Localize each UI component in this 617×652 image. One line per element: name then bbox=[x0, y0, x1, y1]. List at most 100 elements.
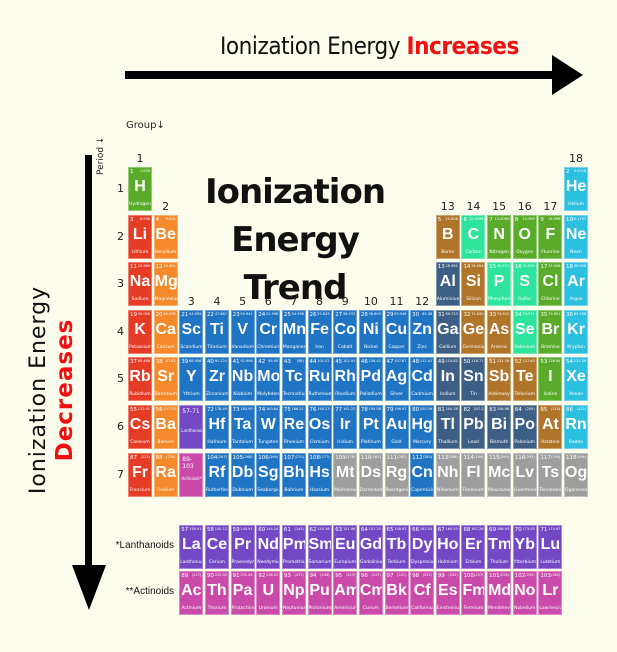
element-name: Berkelium bbox=[385, 606, 409, 611]
atomic-number: 39 bbox=[181, 359, 189, 366]
element-name: Lanthanum bbox=[180, 560, 202, 565]
atomic-number: 95 bbox=[335, 573, 343, 579]
element-symbol: La bbox=[181, 536, 201, 553]
group-number-13: 13 bbox=[440, 199, 455, 213]
element-cell-am: 95(243) Am Americium bbox=[333, 571, 358, 615]
element-symbol: Zr bbox=[208, 368, 225, 386]
element-symbol: W bbox=[260, 416, 276, 433]
element-symbol: C bbox=[467, 225, 480, 243]
element-name: Thallium bbox=[438, 440, 458, 445]
atomic-mass: 28.084 bbox=[471, 264, 484, 269]
element-cell-ra: 88 (226) Ra Radium bbox=[153, 452, 178, 497]
atomic-number: 96 bbox=[360, 573, 368, 579]
element-symbol: Rg bbox=[385, 463, 408, 481]
element-cell-cs: 55 132.91 Cs Caesium bbox=[128, 405, 152, 449]
atomic-mass: 51.996 bbox=[266, 311, 279, 316]
atomic-number: 62 bbox=[309, 527, 317, 533]
atomic-number: 34 bbox=[514, 311, 522, 318]
element-symbol: Pa bbox=[232, 582, 253, 599]
element-name: Arsenic bbox=[490, 344, 508, 350]
atomic-number: 46 bbox=[360, 359, 368, 366]
element-cell-be: 4 9.012 Be Beryllium bbox=[153, 214, 178, 259]
period-number-6: 6 bbox=[117, 420, 124, 433]
element-symbol: Md bbox=[488, 582, 512, 599]
atomic-mass: (286) bbox=[448, 454, 458, 459]
element-name: Niobium bbox=[233, 392, 252, 398]
atomic-mass: 58.693 bbox=[368, 311, 381, 316]
element-cell-tc: 43 (98) Tc Technetium bbox=[281, 357, 306, 402]
element-name: Dubnium bbox=[232, 487, 253, 493]
element-cell-sg: 106(269) Sg Seaborgium bbox=[256, 452, 281, 497]
atomic-number: 40 bbox=[206, 359, 214, 366]
atomic-number: 23 bbox=[232, 311, 240, 318]
atomic-mass: 83.798 bbox=[573, 311, 587, 316]
group-number-1: 1 bbox=[136, 152, 144, 165]
atomic-mass: (227) bbox=[191, 573, 202, 577]
element-cell-lr: 103(262) Lr Lawrencium bbox=[538, 571, 563, 615]
atomic-number: 10 bbox=[566, 216, 574, 223]
element-cell-ts: 117 (294) Ts Tennessine bbox=[538, 452, 563, 497]
element-symbol: At bbox=[541, 416, 559, 433]
lanthanoids-label: *Lanthanoids bbox=[115, 540, 174, 551]
element-cell-mc: 115 (290) Mc Moscovium bbox=[487, 452, 512, 497]
title-line1: Ionization bbox=[204, 172, 386, 212]
atomic-mass: 140.12 bbox=[214, 527, 227, 531]
element-name: Sodium bbox=[131, 297, 149, 303]
element-cell-ru: 44 101.07 Ru Ruthenium bbox=[307, 357, 332, 402]
element-name: Oxygen bbox=[516, 249, 534, 255]
element-name: Mercury bbox=[413, 440, 432, 445]
element-symbol: Co bbox=[334, 320, 356, 338]
element-name: Plutonium bbox=[308, 606, 332, 611]
atomic-mass: 238.03 bbox=[266, 573, 279, 577]
element-cell-sb: 51 121.76 Sb Antimony bbox=[487, 357, 512, 402]
element-name: Uranium bbox=[258, 606, 278, 611]
element-symbol: Rh bbox=[334, 368, 356, 386]
atomic-number: 93 bbox=[283, 573, 291, 579]
atomic-number: 1 bbox=[130, 169, 134, 175]
element-symbol: Nb bbox=[231, 368, 254, 386]
element-name: Beryllium bbox=[154, 249, 177, 255]
element-symbol: Ge bbox=[462, 320, 485, 338]
atomic-number: 79 bbox=[386, 407, 394, 413]
element-symbol: Br bbox=[541, 320, 560, 338]
atomic-number: 57 bbox=[181, 527, 189, 533]
atomic-number: 116 bbox=[514, 454, 526, 461]
element-name: Tellurium bbox=[514, 392, 535, 398]
element-name: Hafnium bbox=[207, 440, 227, 445]
atomic-mass: (293) bbox=[525, 454, 535, 459]
element-symbol: Na bbox=[129, 273, 151, 291]
atomic-mass: 164.93 bbox=[445, 527, 458, 531]
atomic-mass: 24.304 bbox=[163, 264, 176, 269]
atomic-mass: (252) bbox=[448, 573, 458, 577]
atomic-mass: 107.87 bbox=[394, 359, 407, 364]
atomic-mass: 183.84 bbox=[266, 407, 279, 411]
atomic-number: 105 bbox=[232, 454, 244, 461]
element-symbol: V bbox=[237, 320, 248, 338]
element-name: Gallium bbox=[439, 344, 457, 350]
element-name: Xenon bbox=[568, 392, 584, 398]
atomic-mass: 72.630 bbox=[471, 311, 484, 316]
atomic-mass: 192.22 bbox=[342, 407, 356, 411]
element-symbol: H bbox=[134, 178, 146, 195]
atomic-number: 109 bbox=[335, 454, 346, 461]
element-name: Nobelium bbox=[514, 606, 536, 611]
element-cell-og: 118 (294) Og Oganesson bbox=[564, 452, 589, 497]
atomic-number: 44 bbox=[309, 359, 317, 366]
atomic-number: 103 bbox=[540, 573, 551, 579]
atomic-number: 28 bbox=[360, 311, 368, 318]
atomic-number: 4 bbox=[155, 216, 160, 223]
element-symbol: Bi bbox=[491, 416, 508, 433]
element-cell-th: 90 232.04 Th Thorium bbox=[204, 571, 229, 615]
element-symbol: Tl bbox=[440, 416, 455, 433]
element-cell-rb: 37 85.468 Rb Rubidium bbox=[128, 357, 152, 402]
period-caption: Period ↓ bbox=[96, 136, 106, 175]
atomic-mass: 168.93 bbox=[496, 527, 510, 531]
element-name: Curium bbox=[362, 606, 380, 611]
element-name: Lutetium bbox=[540, 560, 561, 565]
element-name: Tin bbox=[470, 392, 477, 398]
side-trend-line2: Decreases bbox=[52, 318, 78, 462]
atomic-mass: (251) bbox=[422, 573, 433, 577]
element-name: Ruthenium bbox=[308, 392, 332, 398]
atomic-mass: (294) bbox=[576, 454, 587, 459]
element-symbol: Yb bbox=[514, 536, 535, 553]
